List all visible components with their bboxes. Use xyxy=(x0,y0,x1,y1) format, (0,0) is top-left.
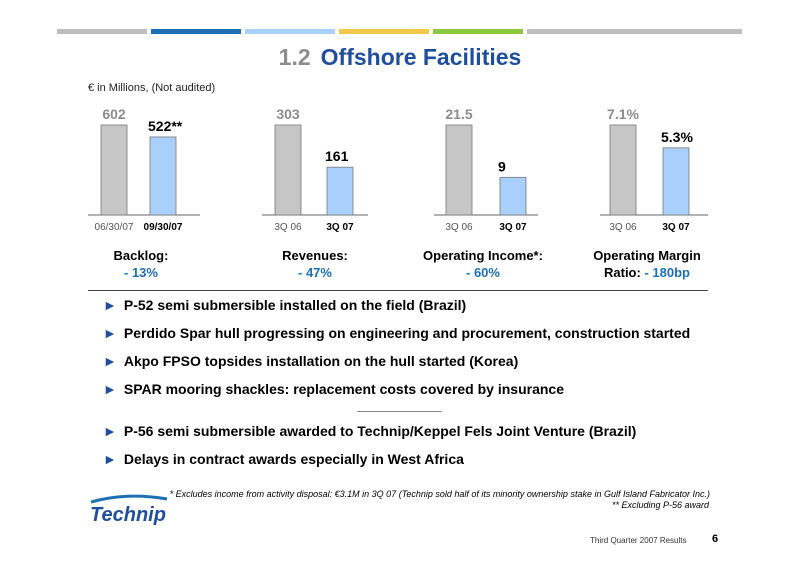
caption-operating-income: Operating Income*: - 60% xyxy=(408,247,558,281)
bullet-item: ► Akpo FPSO topsides installation on the … xyxy=(103,353,519,369)
chart-0-bar-0 xyxy=(100,124,128,216)
chart-1-bar-1 xyxy=(326,166,354,216)
chart-1-tick-label-1: 3Q 07 xyxy=(326,222,354,233)
caption-backlog: Backlog: - 13% xyxy=(66,247,216,281)
chart-3-value-label-1: 5.3% xyxy=(661,129,693,145)
caption-revenues: Revenues: - 47% xyxy=(240,247,390,281)
chart-3-tick-label-0: 3Q 06 xyxy=(609,222,637,233)
top-color-bar-6 xyxy=(527,29,742,34)
arrow-right-icon: ► xyxy=(103,297,117,313)
caption-operating-margin-label-2: Ratio: xyxy=(604,265,641,280)
chart-1-tick-label-0: 3Q 06 xyxy=(274,222,302,233)
footnote-operating-income: * Excludes income from activity disposal… xyxy=(169,489,710,499)
footer-text: Third Quarter 2007 Results xyxy=(590,536,687,545)
caption-operating-margin-label: Operating Margin xyxy=(593,248,701,263)
caption-operating-income-label: Operating Income*: xyxy=(423,248,543,263)
units-note: € in Millions, (Not audited) xyxy=(88,82,216,94)
section-divider xyxy=(88,290,708,291)
chart-2-value-label-0: 21.5 xyxy=(445,106,472,122)
chart-2-tick-label-1: 3Q 07 xyxy=(499,222,527,233)
chart-3-bar-0 xyxy=(609,124,637,216)
page-title: 1.2 Offshore Facilities xyxy=(0,44,800,71)
bullet-item: ► Delays in contract awards especially in… xyxy=(103,451,464,467)
section-number: 1.2 xyxy=(278,44,311,70)
bullet-item: ► P-52 semi submersible installed on the … xyxy=(103,297,467,313)
caption-backlog-change: - 13% xyxy=(124,265,158,280)
chart-0-tick-label-0: 06/30/07 xyxy=(95,222,134,233)
page-number: 6 xyxy=(712,533,719,545)
top-color-bar-3 xyxy=(245,29,335,34)
technip-logo: Technip xyxy=(90,494,168,526)
chart-3-value-label-0: 7.1% xyxy=(607,106,639,122)
chart-2-value-label-1: 9 xyxy=(498,158,506,174)
chart-3-bar-1 xyxy=(662,147,690,216)
bullet-group-divider xyxy=(357,411,442,412)
top-color-bar-2 xyxy=(151,29,241,34)
arrow-right-icon: ► xyxy=(103,451,117,467)
arrow-right-icon: ► xyxy=(103,325,117,341)
footnote-backlog: ** Excluding P-56 award xyxy=(611,500,709,510)
chart-2-tick-label-0: 3Q 06 xyxy=(445,222,473,233)
arrow-right-icon: ► xyxy=(103,353,117,369)
chart-1-value-label-0: 303 xyxy=(276,106,300,122)
arrow-right-icon: ► xyxy=(103,423,117,439)
caption-backlog-label: Backlog: xyxy=(113,248,169,263)
bullet-item: ► SPAR mooring shackles: replacement cost… xyxy=(103,381,564,397)
chart-0-value-label-0: 602 xyxy=(102,106,126,122)
chart-2-bar-0 xyxy=(445,124,473,216)
caption-operating-margin-change: - 180bp xyxy=(644,265,690,280)
chart-0-value-label-1: 522** xyxy=(148,118,183,134)
bullet-item: ► P-56 semi submersible awarded to Techni… xyxy=(103,423,637,439)
chart-0-tick-label-1: 09/30/07 xyxy=(144,222,183,233)
chart-1-value-label-1: 161 xyxy=(325,148,349,164)
section-title: Offshore Facilities xyxy=(320,44,522,70)
caption-operating-income-change: - 60% xyxy=(466,265,500,280)
arrow-right-icon: ► xyxy=(103,381,117,397)
svg-text:Technip: Technip xyxy=(90,504,166,526)
top-color-bar-5 xyxy=(433,29,523,34)
chart-0-bar-1 xyxy=(149,136,177,216)
caption-operating-margin: Operating Margin Ratio: - 180bp xyxy=(572,247,722,281)
chart-1-bar-0 xyxy=(274,124,302,216)
bullet-item: ► Perdido Spar hull progressing on engine… xyxy=(103,325,691,341)
caption-revenues-label: Revenues: xyxy=(282,248,348,263)
top-color-bar-4 xyxy=(339,29,429,34)
chart-2-bar-1 xyxy=(499,176,527,216)
top-color-bar-1 xyxy=(57,29,147,34)
chart-3-tick-label-1: 3Q 07 xyxy=(662,222,690,233)
caption-revenues-change: - 47% xyxy=(298,265,332,280)
kpi-bar-charts: 602 06/30/07 522** 09/30/07 303 3Q 06 161 3Q 07… xyxy=(88,106,708,233)
